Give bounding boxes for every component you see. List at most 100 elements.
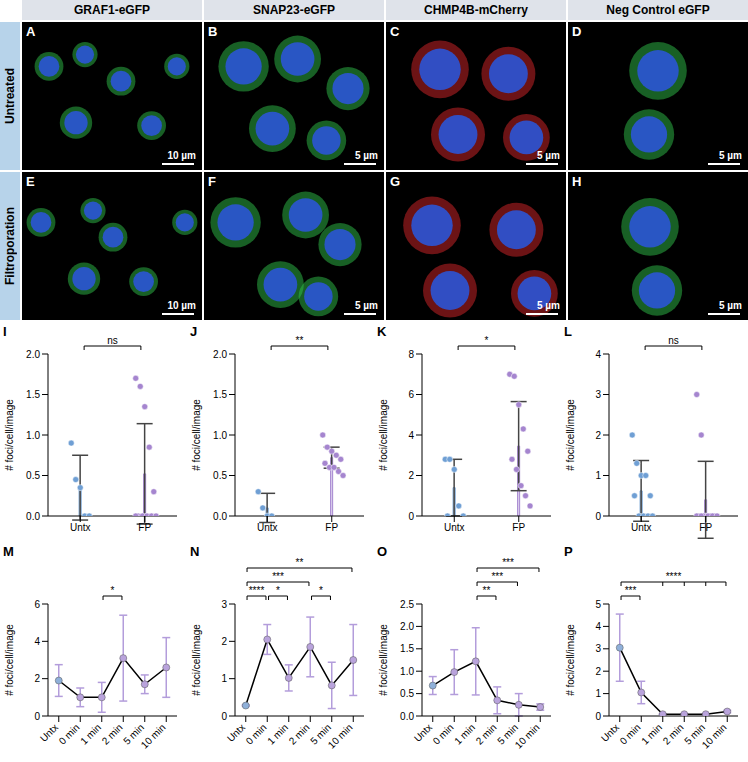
svg-text:2 min: 2 min [287,722,312,747]
svg-text:0: 0 [595,511,601,522]
html-text:GRAF1-eGFP: GRAF1-eGFP [74,3,150,17]
svg-text:3: 3 [595,389,601,400]
svg-text:FP: FP [512,522,525,533]
svg-text:# foci/cell/image: # foci/cell/image [191,399,202,471]
svg-text:0.0: 0.0 [213,511,227,522]
svg-text:2: 2 [595,666,601,677]
svg-text:*: * [485,335,489,346]
svg-text:2.0: 2.0 [213,349,227,360]
svg-text:Untx: Untx [599,722,621,744]
svg-text:# foci/cell/image: # foci/cell/image [378,624,389,696]
svg-text:0.5: 0.5 [400,688,414,699]
svg-text:2 min: 2 min [474,722,499,747]
html-text:CHMP4B-mCherry: CHMP4B-mCherry [424,3,528,17]
svg-text:# foci/cell/image: # foci/cell/image [4,624,15,696]
svg-text:3: 3 [221,599,227,610]
svg-text:2.0: 2.0 [400,621,414,632]
svg-text:10 min: 10 min [326,722,355,751]
svg-text:1: 1 [221,673,227,684]
svg-text:0: 0 [34,711,40,722]
svg-text:5 min: 5 min [121,721,147,747]
svg-text:ns: ns [107,335,118,346]
svg-text:*: * [276,585,280,596]
svg-text:*: * [111,585,115,596]
svg-text:**: ** [296,557,304,568]
svg-text:Untx: Untx [70,522,91,533]
svg-text:10 min: 10 min [139,722,168,751]
svg-text:0: 0 [595,711,601,722]
svg-text:*: * [319,585,323,596]
svg-text:3: 3 [595,643,601,654]
html-text:Untreated: Untreated [3,68,17,124]
svg-text:0.0: 0.0 [400,711,414,722]
svg-text:1.0: 1.0 [400,666,414,677]
svg-text:2: 2 [408,470,414,481]
svg-text:2.0: 2.0 [26,349,40,360]
svg-text:1.5: 1.5 [400,643,414,654]
svg-text:5: 5 [595,599,601,610]
svg-text:0 min: 0 min [244,722,269,747]
svg-text:8: 8 [408,349,414,360]
svg-text:5 min: 5 min [682,721,708,747]
svg-text:2: 2 [595,430,601,441]
svg-text:2 min: 2 min [661,722,686,747]
svg-text:***: *** [272,571,284,582]
svg-text:6: 6 [34,599,40,610]
svg-text:5 min: 5 min [495,721,521,747]
svg-text:Untx: Untx [225,722,247,744]
svg-text:**: ** [296,335,304,346]
svg-text:# foci/cell/image: # foci/cell/image [565,624,576,696]
svg-text:4: 4 [408,430,414,441]
svg-text:****: **** [666,571,682,582]
html-text:Neg Control eGFP: Neg Control eGFP [606,3,710,17]
svg-text:1 min: 1 min [452,722,477,747]
svg-text:0.5: 0.5 [26,470,40,481]
svg-text:1.5: 1.5 [213,389,227,400]
svg-text:0.0: 0.0 [26,511,40,522]
svg-text:1 min: 1 min [265,722,290,747]
svg-text:2: 2 [221,636,227,647]
svg-text:0 min: 0 min [57,722,82,747]
svg-text:0: 0 [221,711,227,722]
svg-text:***: *** [491,571,503,582]
svg-text:FP: FP [138,522,151,533]
svg-text:**: ** [483,585,491,596]
svg-text:4: 4 [595,621,601,632]
svg-text:***: *** [502,557,514,568]
svg-text:# foci/cell/image: # foci/cell/image [378,399,389,471]
svg-text:1: 1 [595,470,601,481]
svg-text:Untx: Untx [38,722,60,744]
html-text:SNAP23-eGFP: SNAP23-eGFP [253,3,335,17]
svg-text:# foci/cell/image: # foci/cell/image [565,399,576,471]
svg-text:Untx: Untx [412,722,434,744]
svg-text:ns: ns [668,335,679,346]
svg-text:5 min: 5 min [308,721,334,747]
svg-text:# foci/cell/image: # foci/cell/image [4,399,15,471]
svg-text:4: 4 [595,349,601,360]
svg-text:2 min: 2 min [100,722,125,747]
svg-text:0: 0 [408,511,414,522]
svg-text:1.0: 1.0 [26,430,40,441]
svg-text:****: **** [249,585,265,596]
svg-text:2.5: 2.5 [400,599,414,610]
svg-text:6: 6 [408,389,414,400]
svg-text:1.5: 1.5 [26,389,40,400]
svg-text:Untx: Untx [631,522,652,533]
svg-text:4: 4 [34,636,40,647]
svg-text:1: 1 [595,688,601,699]
svg-text:FP: FP [325,522,338,533]
svg-text:2: 2 [34,673,40,684]
svg-text:10 min: 10 min [513,722,542,751]
svg-text:1 min: 1 min [78,722,103,747]
svg-text:0 min: 0 min [618,722,643,747]
svg-text:0.5: 0.5 [213,470,227,481]
svg-text:# foci/cell/image: # foci/cell/image [191,624,202,696]
svg-text:0 min: 0 min [431,722,456,747]
svg-text:FP: FP [699,522,712,533]
svg-text:***: *** [625,585,637,596]
svg-text:1 min: 1 min [639,722,664,747]
svg-text:Untx: Untx [257,522,278,533]
svg-text:10 min: 10 min [700,722,729,751]
svg-text:1.0: 1.0 [213,430,227,441]
svg-text:Untx: Untx [444,522,465,533]
